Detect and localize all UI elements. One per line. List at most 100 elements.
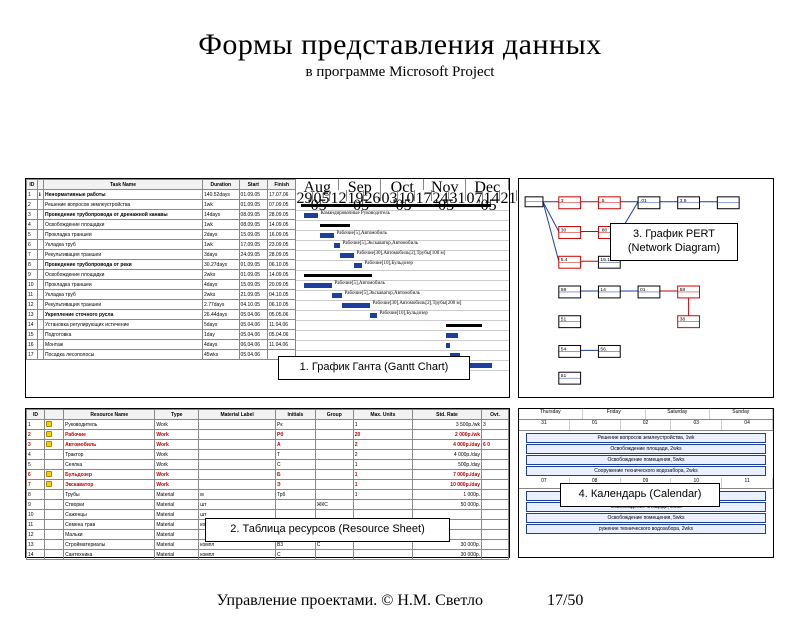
pert-node[interactable]: 54 <box>559 345 581 357</box>
svg-text:59: 59 <box>561 287 567 293</box>
table-row[interactable]: 6 Укладка труб1wk17.09.0523.09.05 <box>27 240 296 250</box>
table-row[interactable]: 10 Прокладка траншеи4days15.09.0520.09.0… <box>27 280 296 290</box>
timeline-month: Sep '05 <box>339 179 382 190</box>
svg-text:38: 38 <box>680 317 686 323</box>
pert-node[interactable]: .5 <box>598 197 620 209</box>
table-row[interactable]: 7 Рекультивация траншеи3days24.09.0528.0… <box>27 250 296 260</box>
pert-node[interactable]: 51 <box>559 316 581 328</box>
calendar-day-header: Friday <box>583 409 647 419</box>
table-row[interactable]: 13 Укрепление сточного русла26.44days05.… <box>27 310 296 320</box>
svg-text:5.4: 5.4 <box>561 257 568 263</box>
calendar-day-header: Sunday <box>710 409 774 419</box>
callout-pert: 3. График PERT (Network Diagram) <box>610 223 738 261</box>
svg-text:58: 58 <box>680 287 686 293</box>
gantt-bar[interactable] <box>446 324 482 327</box>
svg-text:15.1: 15.1 <box>600 257 610 263</box>
gantt-bar-label: Рабочие[5],Экскаватор,Автомобиль <box>344 291 420 296</box>
resource-col-header: Max. Units <box>353 410 412 420</box>
gantt-bar[interactable] <box>332 293 342 298</box>
calendar-task[interactable]: Решение вопросов землеустройства, 1wk <box>526 433 766 443</box>
table-row[interactable]: 7ЭкскаваторWorkЭ110 000р./day <box>27 480 509 490</box>
gantt-bar[interactable] <box>320 233 334 238</box>
gantt-bar[interactable] <box>446 333 458 338</box>
svg-text:30: 30 <box>561 228 567 234</box>
pert-node[interactable]: 56. <box>598 345 620 357</box>
pert-node[interactable]: 59 <box>559 286 581 298</box>
gantt-bar[interactable] <box>342 303 370 308</box>
svg-text:51: 51 <box>561 373 567 379</box>
gantt-bar[interactable] <box>334 243 340 248</box>
table-row[interactable]: 16 Монтаж4days06.04.0611.04.06 <box>27 340 296 350</box>
resource-col-header: Type <box>155 410 199 420</box>
table-row[interactable]: 9 Освобождение площадки2wks01.09.0514.09… <box>27 270 296 280</box>
table-row[interactable]: 5 Прокладка траншеи2days15.09.0516.09.05 <box>27 230 296 240</box>
table-row[interactable]: 4ТракторWorkТ24 000р./day <box>27 450 509 460</box>
table-row[interactable]: 14 Установка регулирующих истечение5days… <box>27 320 296 330</box>
table-row[interactable]: 3АвтомобильWorkА24 000р./day6 0 <box>27 440 509 450</box>
gantt-col-header: ID <box>27 180 38 190</box>
footer: Управление проектами. © Н.М. Светло 17/5… <box>0 592 800 610</box>
gantt-bar[interactable] <box>304 213 318 218</box>
pert-node[interactable]: 38 <box>678 316 700 328</box>
table-row[interactable]: 1РуководительWorkРк13 500р./wk3 <box>27 420 509 430</box>
calendar-task[interactable]: Освобождение помещения, 5wks <box>526 455 766 465</box>
gantt-col-header: Duration <box>203 180 240 190</box>
svg-text:.5: .5 <box>600 198 604 204</box>
table-row[interactable]: 3 Проведение трубопровода от дренажной к… <box>27 210 296 220</box>
pert-node[interactable]: .01 <box>638 197 660 209</box>
pert-panel: 3.5.013.930.805.415.15914015851385456.51 <box>518 178 774 398</box>
table-row[interactable]: 5СеялкаWorkС1500р./day <box>27 460 509 470</box>
gantt-bar[interactable] <box>320 224 350 227</box>
callout-resource: 2. Таблица ресурсов (Resource Sheet) <box>205 518 450 542</box>
pert-node[interactable] <box>525 197 543 207</box>
pert-node[interactable] <box>717 197 739 209</box>
calendar-task[interactable]: Сооружение технического водозабора, 2wks <box>526 466 766 476</box>
calendar-task[interactable]: Освобождение помещения, 5wks <box>526 513 766 523</box>
pert-node[interactable]: 5.4 <box>559 256 581 268</box>
table-row[interactable]: 1ℹНенормативные работы140.52days01.09.05… <box>27 190 296 200</box>
pert-node[interactable]: 14 <box>598 286 620 298</box>
resource-col-header: Initials <box>276 410 316 420</box>
timeline-month: Dec '05 <box>466 179 509 190</box>
table-row[interactable]: 2РабочиеWorkРб202 000р./wk <box>27 430 509 440</box>
gantt-bar[interactable] <box>370 313 377 318</box>
svg-text:54: 54 <box>561 346 567 352</box>
gantt-bar[interactable] <box>304 274 372 277</box>
pert-node[interactable]: 58 <box>678 286 700 298</box>
svg-text:3: 3 <box>561 198 564 204</box>
pert-node[interactable]: 30 <box>559 227 581 239</box>
gantt-bar[interactable] <box>340 253 354 258</box>
gantt-bar-label: Рабочие[5],Автомобиль <box>336 231 386 236</box>
pert-node[interactable]: 51 <box>559 372 581 384</box>
calendar-day-header: Saturday <box>646 409 710 419</box>
calendar-task[interactable]: Освобождение площади, 2wks <box>526 444 766 454</box>
table-row[interactable]: 17 Посадка лесополосы45wks05.04.06 <box>27 350 296 360</box>
calendar-task[interactable]: ружение технического водозабора, 2wks <box>526 524 766 534</box>
svg-text:.01: .01 <box>640 198 647 204</box>
gantt-bar-label: Рабочие[5],Автомобиль <box>334 281 384 286</box>
gantt-bar[interactable] <box>446 343 450 348</box>
pert-node[interactable]: 01 <box>638 286 660 298</box>
table-row[interactable]: 4 Освобождение площадки1wk08.09.0514.09.… <box>27 220 296 230</box>
table-row[interactable]: 2 Решение вопросов землеустройства1wk01.… <box>27 200 296 210</box>
table-row[interactable]: 9СтворкиMaterialштЖКС50 000р. <box>27 500 509 510</box>
timeline-month: Aug '05 <box>296 179 339 190</box>
svg-text:14: 14 <box>600 287 606 293</box>
gantt-bar[interactable] <box>301 204 491 207</box>
timeline-month: Nov '05 <box>424 179 467 190</box>
table-row[interactable]: 8ТрубыMaterialмТрб11 000р. <box>27 490 509 500</box>
table-row[interactable]: 11 Укладка труб2wks21.09.0504.10.05 <box>27 290 296 300</box>
pert-node[interactable]: 3 <box>559 197 581 209</box>
gantt-col-header: Finish <box>267 180 295 190</box>
svg-text:01: 01 <box>640 287 646 293</box>
gantt-bar[interactable] <box>354 263 362 268</box>
table-row[interactable]: 14СантехникаMaterialкомплС30 000р. <box>27 550 509 560</box>
gantt-bar[interactable] <box>304 283 332 288</box>
table-row[interactable]: 15 Подготовка1day05.04.0605.04.06 <box>27 330 296 340</box>
table-row[interactable]: 6БульдозерWorkБ17 000р./day <box>27 470 509 480</box>
resource-col-header: Ovt. <box>482 410 509 420</box>
pert-node[interactable]: 3.9 <box>678 197 700 209</box>
resource-col-header: Std. Rate <box>412 410 481 420</box>
table-row[interactable]: 12 Рекультивация траншеи2.77days04.10.05… <box>27 300 296 310</box>
table-row[interactable]: 8 Проведение трубопровода от реки30.27da… <box>27 260 296 270</box>
